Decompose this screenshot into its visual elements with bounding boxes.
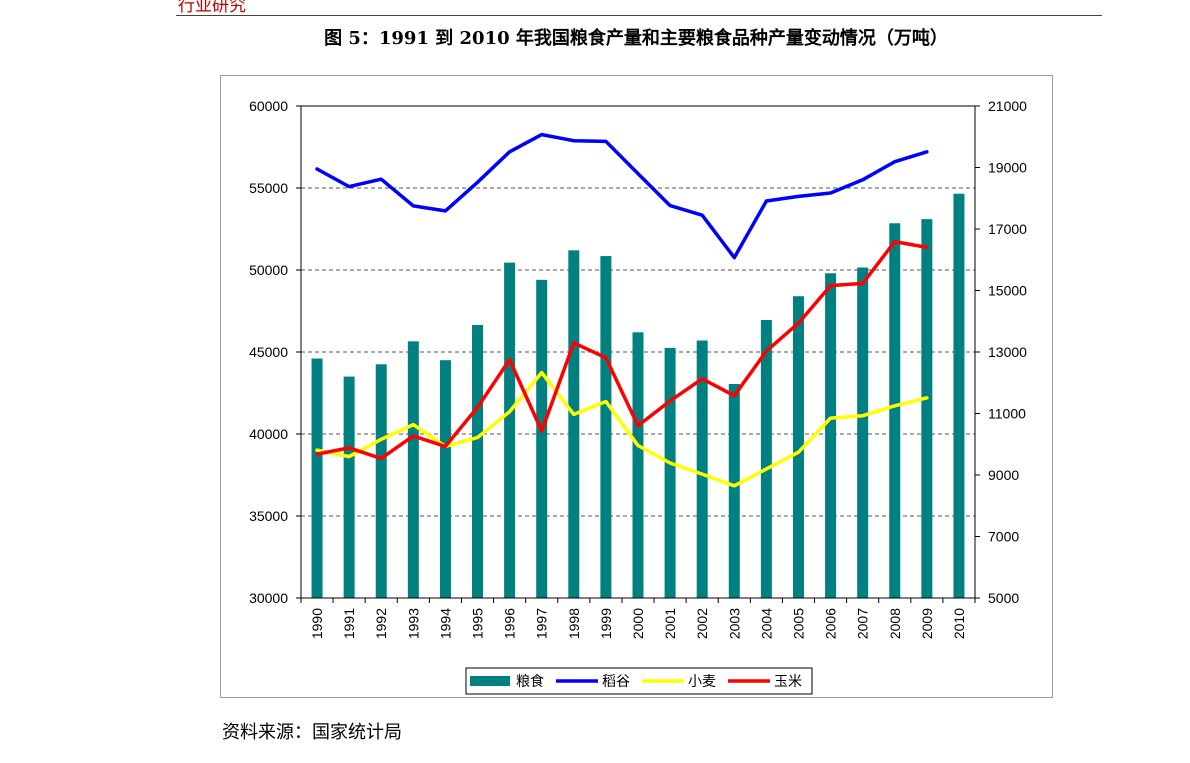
y-right-tick-label: 7000 xyxy=(988,529,1019,545)
x-tick-label: 1993 xyxy=(405,608,421,639)
legend-swatch-grain xyxy=(470,676,510,686)
bar-grain xyxy=(728,383,740,598)
x-tick-label: 2008 xyxy=(887,608,903,639)
y-right-tick-label: 21000 xyxy=(988,98,1027,114)
bar-grain xyxy=(568,250,580,598)
bar-grain xyxy=(696,340,708,598)
legend-label-grain: 粮食 xyxy=(516,673,544,690)
y-right-tick-label: 13000 xyxy=(988,344,1027,360)
bar-grain xyxy=(760,320,772,598)
legend-label-corn: 玉米 xyxy=(774,674,802,690)
bar-grain xyxy=(439,360,451,598)
bar-grain xyxy=(472,324,484,598)
series-line-corn xyxy=(315,239,929,461)
x-tick-label: 1994 xyxy=(437,608,453,639)
y-right-tick-label: 19000 xyxy=(988,160,1027,176)
x-tick-label: 2010 xyxy=(951,608,967,639)
x-tick-label: 2003 xyxy=(726,608,742,639)
x-tick-label: 1991 xyxy=(341,608,357,639)
figure-title: 图 5：1991 到 2010 年我国粮食产量和主要粮食品种产量变动情况（万吨） xyxy=(324,28,948,49)
y-right-tick-label: 11000 xyxy=(988,406,1026,422)
y-left-tick-label: 50000 xyxy=(249,262,288,278)
bar-grain xyxy=(664,347,676,598)
chart-frame xyxy=(220,75,1053,698)
x-tick-label: 2006 xyxy=(823,608,839,639)
bar-grain xyxy=(825,273,837,598)
bar-grain xyxy=(375,364,387,598)
x-tick-label: 2007 xyxy=(855,608,871,639)
x-tick-label: 2004 xyxy=(758,608,774,639)
bar-grain xyxy=(504,262,516,598)
bar-grain xyxy=(407,341,419,598)
x-tick-label: 2005 xyxy=(790,608,806,639)
bar-grain xyxy=(857,267,869,598)
x-tick-label: 1996 xyxy=(502,608,518,639)
y-left-tick-label: 30000 xyxy=(249,590,288,606)
section-label: 行业研究 xyxy=(178,0,246,16)
x-tick-label: 1990 xyxy=(309,608,325,639)
y-left-tick-label: 40000 xyxy=(249,426,288,442)
series-line-rice xyxy=(315,132,929,260)
legend-label-rice: 稻谷 xyxy=(602,674,630,690)
header-rule xyxy=(176,15,1102,16)
series-line-wheat xyxy=(315,370,929,488)
x-tick-label: 2000 xyxy=(630,608,646,639)
y-right-tick-label: 17000 xyxy=(988,221,1027,237)
x-tick-label: 1995 xyxy=(470,608,486,639)
y-left-tick-label: 60000 xyxy=(249,98,288,114)
x-tick-label: 2001 xyxy=(662,608,678,639)
x-tick-label: 1998 xyxy=(566,608,582,639)
bar-grain xyxy=(632,332,644,598)
y-right-tick-label: 15000 xyxy=(988,283,1027,299)
bar-grain xyxy=(921,219,933,598)
y-left-tick-label: 55000 xyxy=(249,180,288,196)
bar-grain xyxy=(889,223,901,598)
y-left-tick-label: 45000 xyxy=(249,344,288,360)
figure-source: 资料来源：国家统计局 xyxy=(222,722,402,743)
bar-grain xyxy=(600,256,612,598)
y-right-tick-label: 5000 xyxy=(988,590,1019,606)
x-tick-label: 1997 xyxy=(534,608,550,639)
x-tick-label: 1992 xyxy=(373,608,389,639)
bar-grain xyxy=(536,279,548,598)
legend-label-wheat: 小麦 xyxy=(688,674,716,690)
bar-grain xyxy=(311,358,323,598)
x-tick-label: 1999 xyxy=(598,608,614,639)
y-left-tick-label: 35000 xyxy=(249,508,288,524)
bar-grain xyxy=(343,376,355,598)
y-right-tick-label: 9000 xyxy=(988,467,1019,483)
x-tick-label: 2002 xyxy=(694,608,710,639)
bar-grain xyxy=(953,193,965,599)
bar-grain xyxy=(792,296,804,598)
x-tick-label: 2009 xyxy=(919,608,935,639)
